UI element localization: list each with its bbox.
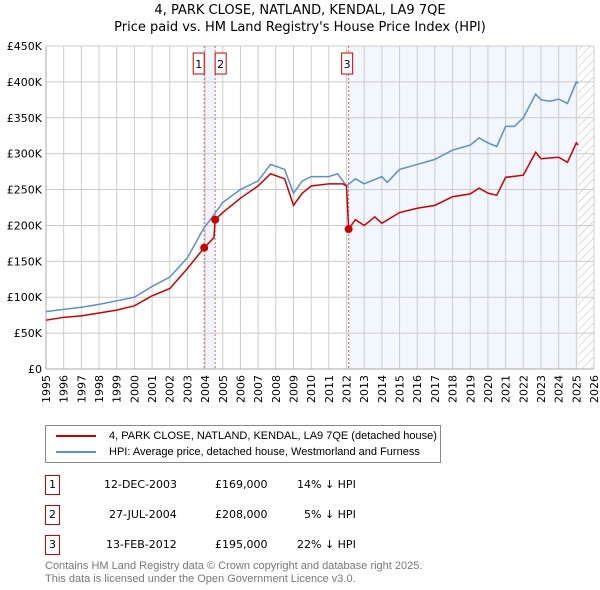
sale-date: 27-JUL-2004 (109, 508, 177, 521)
x-tick-label: 1998 (93, 375, 106, 403)
x-tick-label: 1995 (40, 375, 53, 403)
y-tick-label: £300K (7, 148, 43, 161)
y-tick-label: £400K (7, 76, 43, 89)
x-tick-label: 2013 (358, 375, 371, 403)
y-tick-label: £250K (7, 184, 43, 197)
x-tick-label: 2008 (270, 375, 283, 403)
x-tick-label: 2000 (128, 375, 141, 403)
sale-row: 2 27-JUL-2004 £208,000 5% ↓ HPI (45, 505, 475, 525)
price-chart: 1995 1996 1997 1998 1999 2000 2001 2002 2003 2004… (7, 40, 600, 403)
legend-item-hpi: HPI: Average price, detached house, West… (56, 444, 420, 460)
series-line (45, 80, 579, 313)
y-tick-label: £350K (7, 112, 43, 125)
footer-line-1: Contains HM Land Registry data © Crown c… (45, 560, 423, 572)
x-tick-label: 2016 (411, 375, 424, 403)
chart-subtitle: Price paid vs. HM Land Registry's House … (114, 20, 486, 35)
sale-diff: 22% ↓ HPI (297, 538, 356, 551)
sale-price: £208,000 (215, 508, 268, 521)
x-tick-label: 2025 (570, 375, 583, 403)
legend-label-property: 4, PARK CLOSE, NATLAND, KENDAL, LA9 7QE … (109, 430, 437, 442)
sale-marker: 1 (45, 475, 60, 495)
sale-marker-label: 3 (344, 58, 351, 71)
footer-line-2: This data is licensed under the Open Gov… (45, 573, 356, 585)
sale-marker-box (192, 52, 205, 75)
x-tick-label: 2022 (517, 375, 530, 403)
x-tick-label: 2006 (234, 375, 247, 403)
x-tick-label: 1997 (75, 375, 88, 403)
sale-marker-box (214, 52, 227, 75)
sale-diff: 5% ↓ HPI (304, 508, 356, 521)
legend: 4, PARK CLOSE, NATLAND, KENDAL, LA9 7QE … (45, 425, 441, 463)
x-tick-label: 2019 (464, 375, 477, 403)
sale-row: 3 13-FEB-2012 £195,000 22% ↓ HPI (45, 535, 475, 555)
x-tick-label: 2002 (164, 375, 177, 403)
y-tick-label: £50K (14, 327, 43, 340)
series-line (45, 141, 579, 321)
legend-label-hpi: HPI: Average price, detached house, West… (109, 446, 420, 458)
x-tick-label: 2020 (482, 375, 495, 403)
sale-point (211, 215, 220, 224)
sale-marker: 3 (45, 535, 60, 555)
sale-marker-label: 2 (217, 58, 224, 71)
sale-row: 1 12-DEC-2003 £169,000 14% ↓ HPI (45, 475, 475, 495)
y-tick-label: £100K (7, 291, 43, 304)
x-tick-label: 2007 (252, 375, 265, 403)
x-tick-label: 2014 (376, 375, 389, 403)
y-tick-label: £200K (7, 219, 43, 232)
x-tick-label: 2009 (287, 375, 300, 403)
sale-point (200, 243, 209, 252)
shade-region (348, 46, 579, 369)
x-tick-label: 2010 (305, 375, 318, 403)
x-tick-label: 2015 (394, 375, 407, 403)
x-tick-label: 2003 (181, 375, 194, 403)
sale-date: 13-FEB-2012 (106, 538, 177, 551)
sale-price: £195,000 (215, 538, 268, 551)
sale-date: 12-DEC-2003 (104, 478, 178, 491)
sale-price: £169,000 (215, 478, 268, 491)
chart-title: 4, PARK CLOSE, NATLAND, KENDAL, LA9 7QE (154, 3, 446, 18)
sale-marker-label: 1 (195, 58, 202, 71)
shade-region (204, 46, 216, 369)
y-tick-label: £450K (7, 40, 43, 53)
x-tick-label: 1996 (58, 375, 71, 403)
legend-item-property: 4, PARK CLOSE, NATLAND, KENDAL, LA9 7QE … (56, 428, 437, 444)
sale-point (344, 225, 353, 234)
x-tick-label: 2026 (588, 375, 600, 403)
x-tick-label: 2005 (217, 375, 230, 403)
x-tick-label: 1999 (111, 375, 124, 403)
x-tick-label: 2011 (323, 375, 336, 403)
x-tick-label: 2017 (429, 375, 442, 403)
future-hatch (578, 46, 594, 369)
sale-marker: 2 (45, 505, 60, 525)
x-tick-label: 2024 (553, 375, 566, 403)
footer: Contains HM Land Registry data © Crown c… (45, 560, 422, 586)
x-tick-label: 2004 (199, 375, 212, 403)
y-tick-label: £0 (28, 363, 42, 376)
x-tick-label: 2023 (535, 375, 548, 403)
x-tick-label: 2018 (447, 375, 460, 403)
sale-marker-box (341, 52, 354, 75)
x-tick-label: 2012 (341, 375, 354, 403)
y-tick-label: £150K (7, 255, 43, 268)
x-tick-label: 2021 (500, 375, 513, 403)
sale-diff: 14% ↓ HPI (297, 478, 356, 491)
x-tick-label: 2001 (146, 375, 159, 403)
